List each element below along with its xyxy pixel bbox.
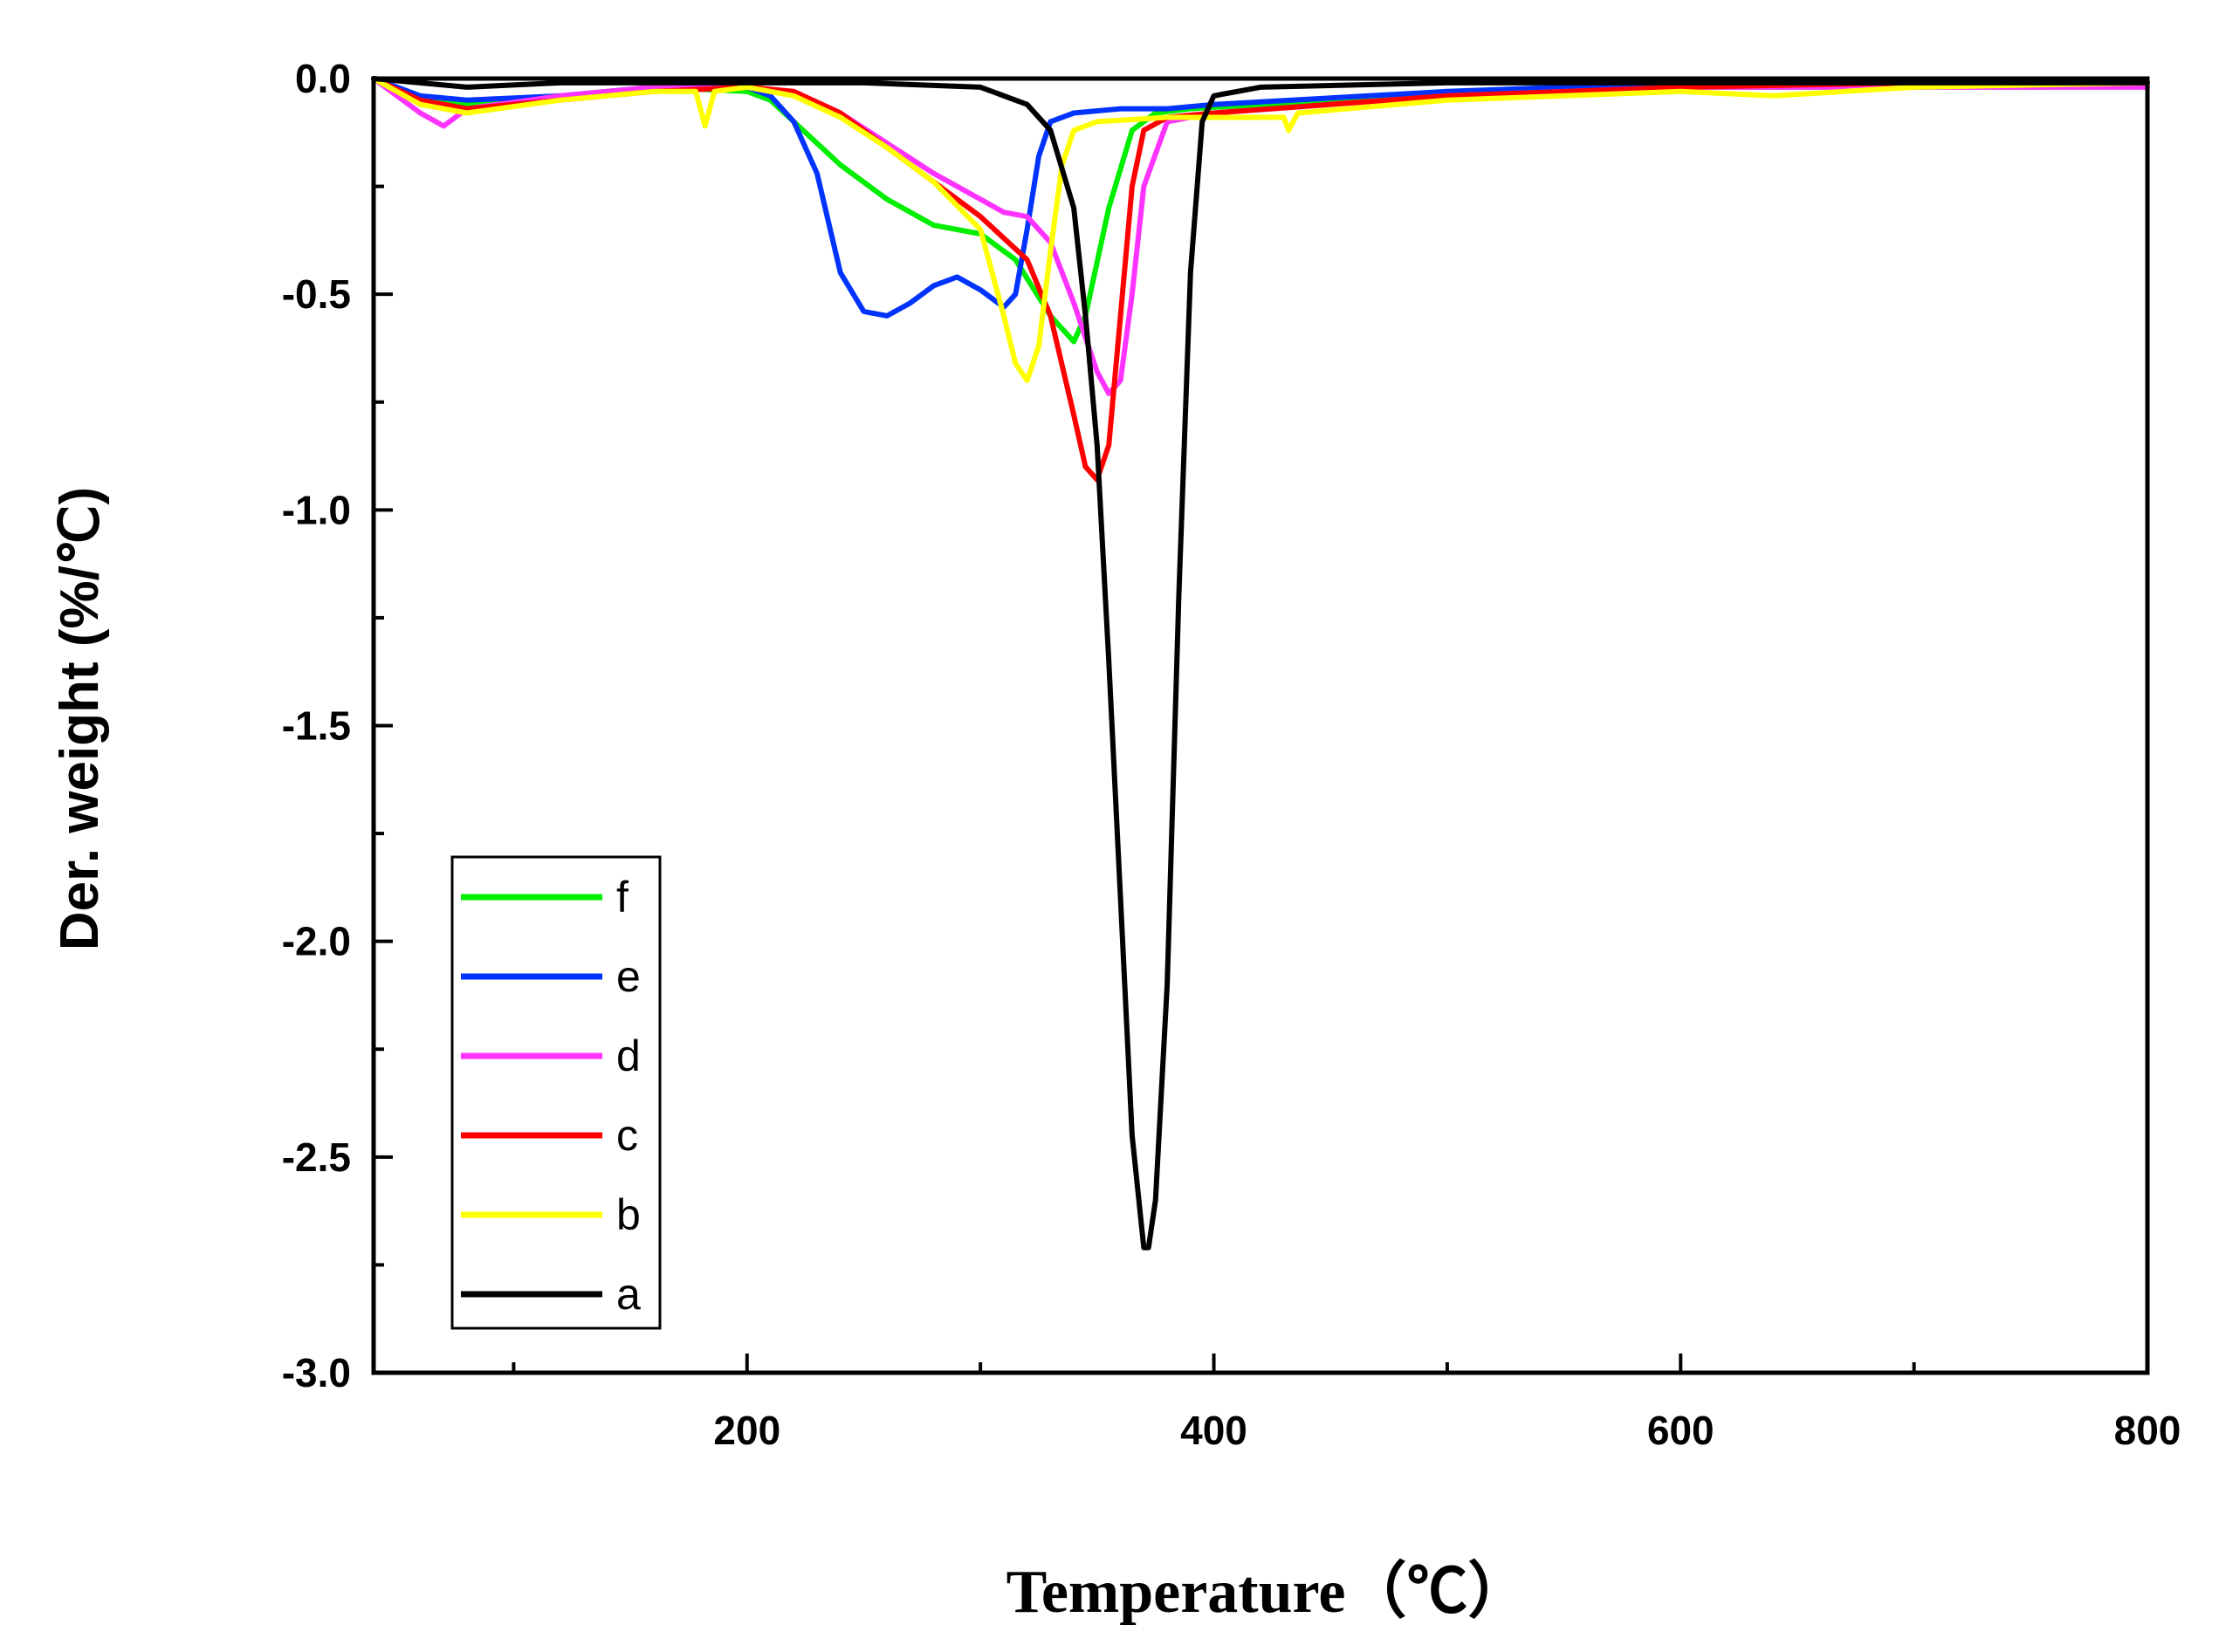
- y-tick-label: -2.0: [282, 919, 351, 964]
- y-axis-title: Der. weight (%/℃): [50, 487, 110, 950]
- legend-label-c: c: [616, 1111, 638, 1160]
- series-line-b: [371, 76, 2150, 383]
- x-axis-title: Temperature（℃）: [1006, 1558, 1529, 1626]
- series-line-a: [371, 76, 2150, 1251]
- x-tick-label: 600: [1647, 1408, 1714, 1453]
- legend-label-d: d: [616, 1032, 641, 1080]
- legend-label-f: f: [616, 873, 629, 922]
- series-layer: [371, 76, 2150, 1251]
- y-tick-label: -2.5: [282, 1134, 351, 1180]
- legend-box: [450, 855, 662, 1330]
- legend-label-a: a: [616, 1270, 641, 1319]
- x-tick-label: 200: [713, 1408, 780, 1453]
- x-tick-label: 400: [1180, 1408, 1247, 1453]
- y-tick-label: -1.0: [282, 487, 351, 532]
- legend-label-e: e: [616, 952, 641, 1001]
- y-tick-label: 0.0: [295, 56, 351, 101]
- y-tick-label: -0.5: [282, 271, 351, 317]
- legend-label-b: b: [616, 1190, 641, 1239]
- y-tick-label: -1.5: [282, 703, 351, 749]
- y-tick-label: -3.0: [282, 1350, 351, 1395]
- axes-layer: 0.0 -0.5 -1.0 -1.5 -2.0 -2.5 -3.0 200 400 600 800 T…: [50, 56, 2181, 1626]
- x-tick-label: 800: [2114, 1408, 2181, 1453]
